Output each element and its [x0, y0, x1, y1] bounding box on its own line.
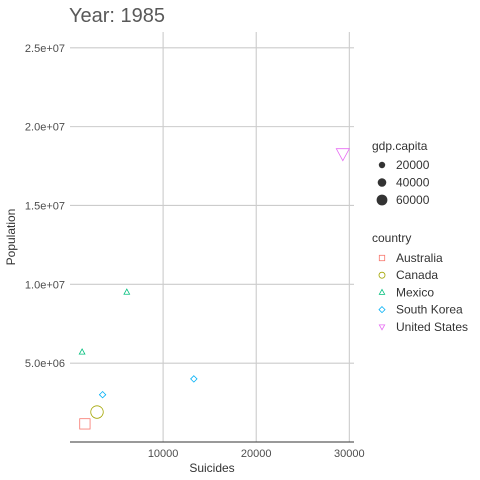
size-legend-label: 60000 — [396, 193, 430, 207]
color-legend-label: Mexico — [396, 285, 434, 299]
size-legend-title: gdp.capita — [372, 139, 428, 153]
data-point — [98, 390, 107, 399]
size-legend-label: 20000 — [396, 158, 430, 172]
x-tick-label: 30000 — [334, 448, 365, 460]
size-legend-key — [377, 178, 387, 187]
y-tick-label: 2.5e+07 — [25, 43, 65, 55]
color-legend-label: Australia — [396, 251, 443, 265]
chart-title: Year: 1985 — [69, 5, 165, 27]
data-point — [90, 405, 104, 419]
x-tick-label: 10000 — [148, 448, 179, 460]
size-legend-key — [378, 161, 386, 169]
color-legend-title: country — [372, 231, 411, 245]
y-tick-label: 5.0e+06 — [25, 358, 65, 370]
color-legend-key — [378, 324, 386, 331]
x-gridlines — [162, 32, 350, 442]
y-gridlines — [70, 47, 354, 364]
color-legend-key — [378, 254, 386, 262]
data-point — [123, 288, 131, 295]
x-axis-title: Suicides — [189, 461, 234, 475]
data-point — [78, 348, 86, 355]
color-legend-label: South Korea — [396, 303, 463, 317]
color-legend-key — [378, 288, 386, 295]
color-legend-key — [378, 271, 386, 279]
data-point — [335, 148, 351, 162]
y-axis-ticks: 5.0e+06 1.0e+07 1.5e+07 2.0e+07 2.5e+07 — [25, 43, 65, 370]
size-legend: gdp.capita 20000 40000 60000 — [372, 139, 430, 207]
size-legend-label: 40000 — [396, 176, 430, 190]
y-tick-label: 1.5e+07 — [25, 200, 65, 212]
x-axis-ticks: 10000 20000 30000 — [148, 448, 365, 460]
color-legend-key — [378, 306, 386, 314]
color-legend-label: United States — [396, 320, 468, 334]
size-legend-key — [376, 194, 388, 206]
data-point — [190, 375, 198, 383]
x-tick-label: 20000 — [241, 448, 272, 460]
y-tick-label: 2.0e+07 — [25, 122, 65, 134]
data-points — [78, 148, 351, 430]
data-point — [79, 418, 91, 430]
y-axis-title: Population — [4, 209, 18, 266]
color-legend-label: Canada — [396, 268, 438, 282]
color-legend: country Australia Canada Mexico South Korea… — [372, 231, 468, 334]
y-tick-label: 1.0e+07 — [25, 279, 65, 291]
